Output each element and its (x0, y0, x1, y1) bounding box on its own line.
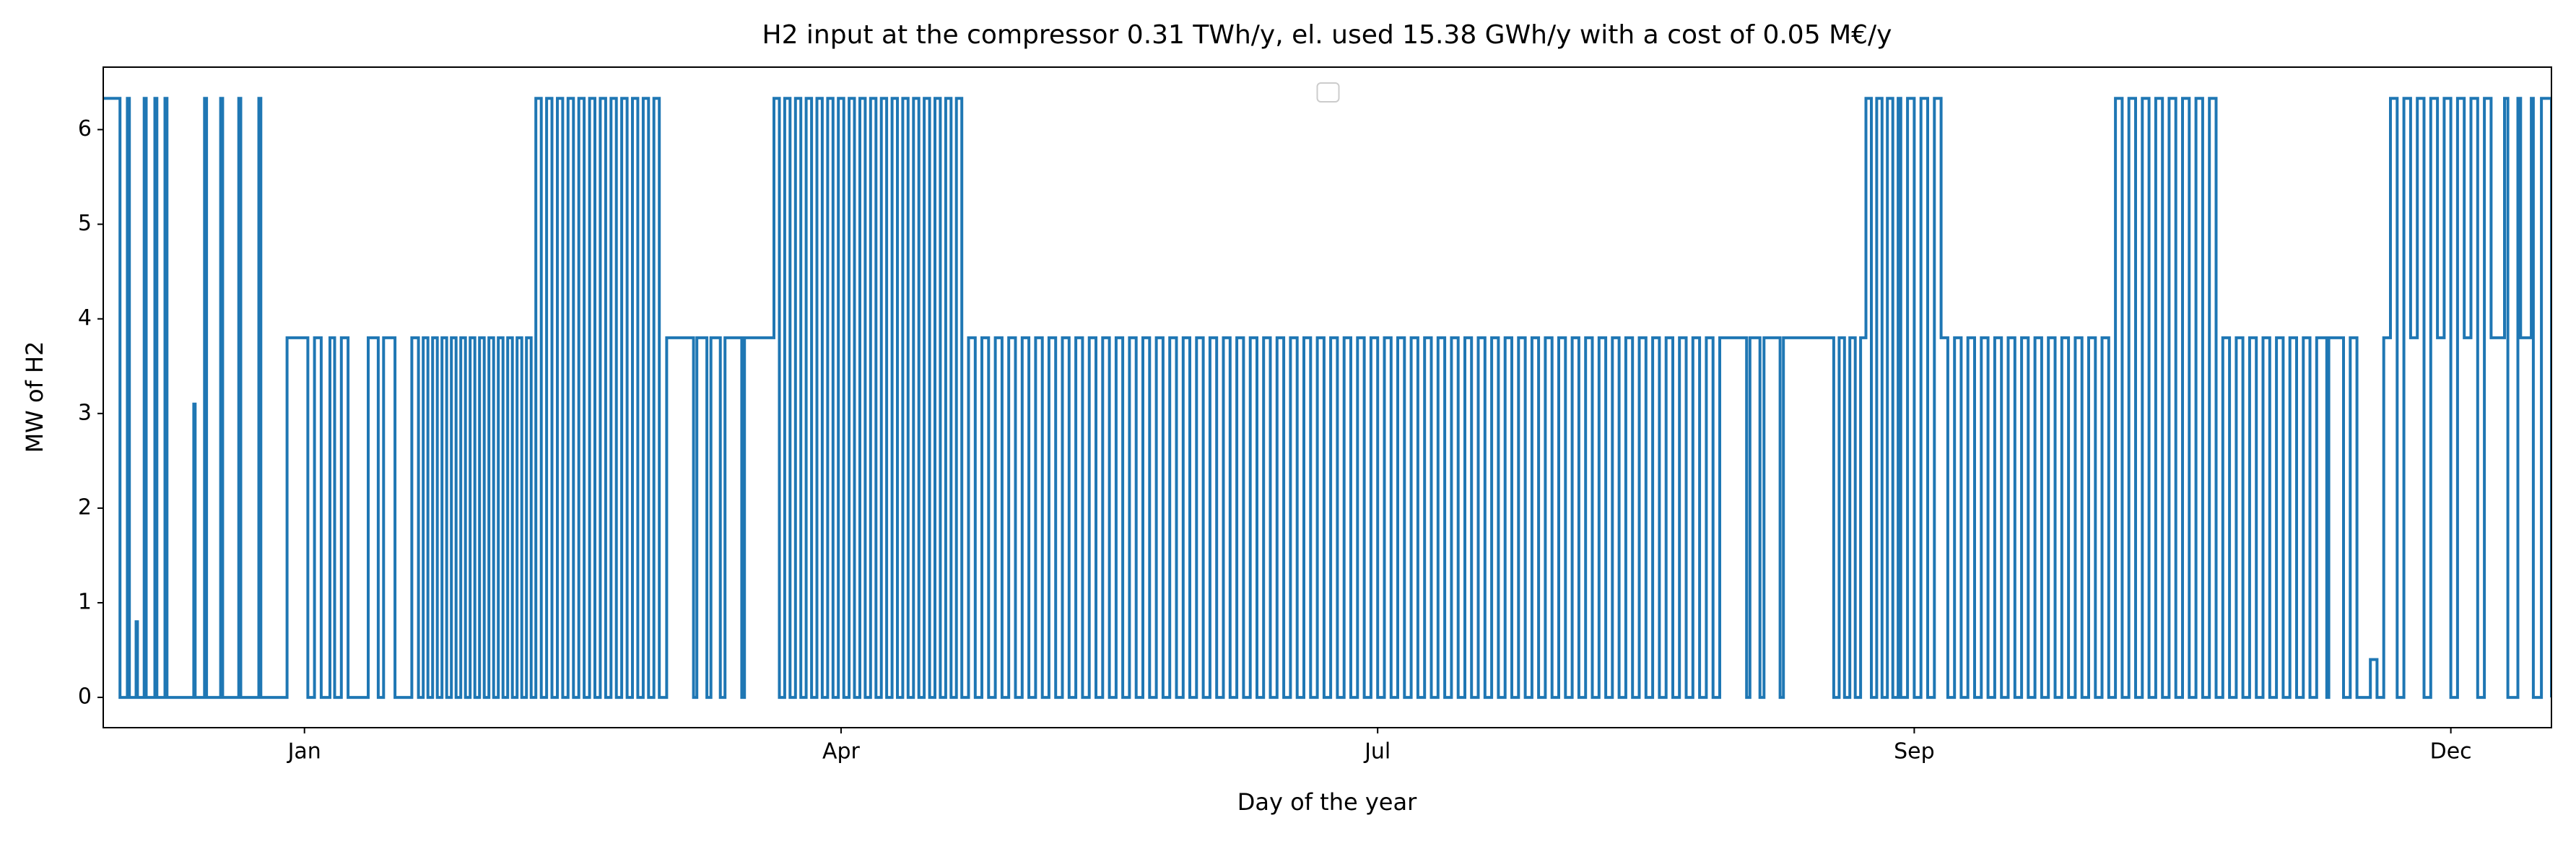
y-axis-label: MW of H2 (21, 341, 48, 453)
x-tick-label: Apr (822, 739, 861, 764)
y-tick-label: 2 (78, 494, 92, 520)
x-tick-label: Jul (1363, 739, 1391, 764)
x-tick-label: Jan (287, 739, 321, 764)
y-tick-label: 1 (78, 589, 92, 614)
x-axis-label: Day of the year (1237, 788, 1417, 816)
y-tick-label: 3 (78, 400, 92, 425)
y-tick-label: 4 (78, 305, 92, 331)
data-line (103, 97, 2551, 700)
legend-box (1316, 82, 1340, 103)
y-tick-label: 6 (78, 116, 92, 141)
chart-title: H2 input at the compressor 0.31 TWh/y, e… (762, 20, 1892, 50)
y-tick-label: 0 (78, 684, 92, 710)
y-tick-label: 5 (78, 211, 92, 236)
plot-frame (103, 66, 2552, 728)
x-tick-label: Sep (1894, 739, 1935, 764)
x-tick-label: Dec (2430, 739, 2472, 764)
